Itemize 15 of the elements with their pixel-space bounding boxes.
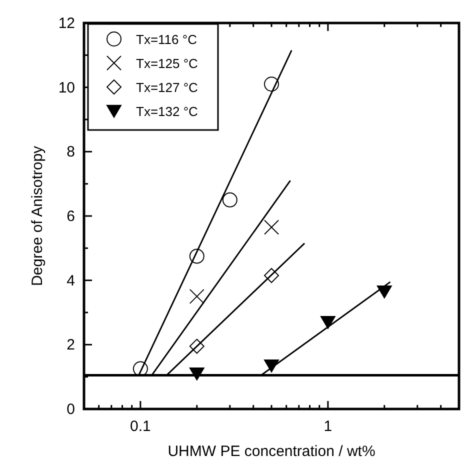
y-tick-label: 8 xyxy=(66,144,75,161)
legend-label: Tx=116 °C xyxy=(136,32,197,47)
y-axis-title: Degree of Anisotropy xyxy=(29,145,46,286)
legend-label: Tx=132 °C xyxy=(136,104,198,119)
x-tick-label: 0.1 xyxy=(130,418,151,435)
y-tick-label: 0 xyxy=(66,401,75,418)
legend-label: Tx=125 °C xyxy=(136,56,198,71)
y-tick-label: 2 xyxy=(66,336,75,354)
y-tick-label: 10 xyxy=(58,79,75,96)
y-tick-label: 12 xyxy=(58,15,75,32)
y-tick-label: 4 xyxy=(66,272,75,290)
legend-label: Tx=127 °C xyxy=(136,80,198,95)
x-axis-title: UHMW PE concentration / wt% xyxy=(168,443,376,460)
y-tick-label: 6 xyxy=(66,208,75,225)
x-tick-label: 1 xyxy=(324,418,332,435)
